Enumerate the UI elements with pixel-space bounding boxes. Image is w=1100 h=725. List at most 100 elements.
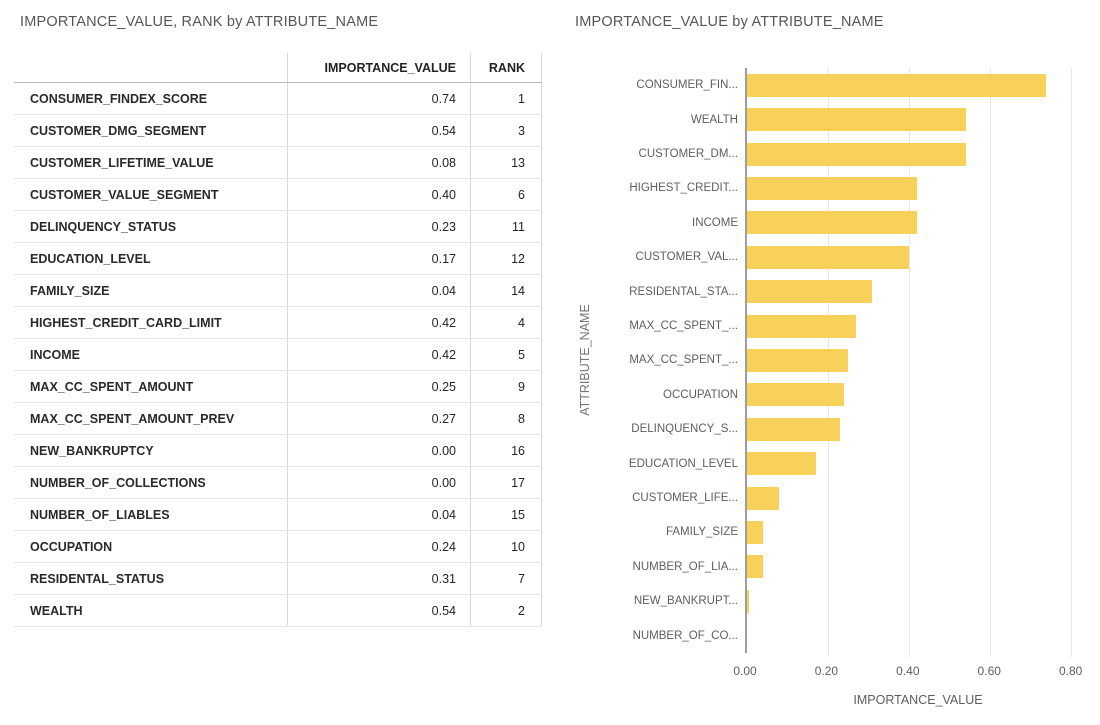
- table-row[interactable]: MAX_CC_SPENT_AMOUNT_PREV 0.27 8: [14, 403, 542, 435]
- category-label: MAX_CC_SPENT_...: [629, 320, 738, 333]
- bar[interactable]: [747, 245, 909, 269]
- cell-rank: 10: [470, 531, 542, 562]
- bar[interactable]: [747, 486, 780, 510]
- category-label: WEALTH: [690, 113, 738, 126]
- cell-attribute-name: CUSTOMER_VALUE_SEGMENT: [30, 188, 219, 202]
- cell-rank: 4: [470, 307, 542, 338]
- gridline: [1070, 68, 1072, 657]
- category-label: RESIDENTAL_STA...: [629, 285, 738, 298]
- table-row[interactable]: DELINQUENCY_STATUS 0.23 11: [14, 211, 542, 243]
- cell-importance-value: 0.00: [287, 467, 470, 498]
- table-row[interactable]: NUMBER_OF_COLLECTIONS 0.00 17: [14, 467, 542, 499]
- bar-row: [747, 446, 1091, 480]
- bar-row: [747, 102, 1091, 136]
- cell-rank: 2: [470, 595, 542, 626]
- cell-attribute-name: OCCUPATION: [30, 540, 113, 554]
- table-row[interactable]: OCCUPATION 0.24 10: [14, 531, 542, 563]
- x-axis-title: IMPORTANCE_VALUE: [853, 693, 983, 707]
- table-row[interactable]: EDUCATION_LEVEL 0.17 12: [14, 243, 542, 275]
- bar[interactable]: [747, 314, 857, 338]
- cell-attribute-name: NUMBER_OF_COLLECTIONS: [30, 476, 206, 490]
- cell-rank: 12: [470, 243, 542, 274]
- bar[interactable]: [747, 73, 1047, 97]
- bar[interactable]: [747, 108, 966, 132]
- table-row[interactable]: MAX_CC_SPENT_AMOUNT 0.25 9: [14, 371, 542, 403]
- category-label: DELINQUENCY_S...: [631, 423, 738, 436]
- cell-attribute-name: RESIDENTAL_STATUS: [30, 572, 165, 586]
- category-label: INCOME: [692, 216, 738, 229]
- bar-row: [747, 481, 1091, 515]
- category-label: FAMILY_SIZE: [665, 526, 738, 539]
- bar-row: [747, 137, 1091, 171]
- bar[interactable]: [747, 280, 873, 304]
- category-label: NUMBER_OF_LIA...: [632, 560, 738, 573]
- gridline: [908, 68, 910, 657]
- cell-rank: 8: [470, 403, 542, 434]
- cell-attribute-name: CONSUMER_FINDEX_SCORE: [30, 92, 208, 106]
- table-row[interactable]: HIGHEST_CREDIT_CARD_LIMIT 0.42 4: [14, 307, 542, 339]
- cell-importance-value: 0.24: [287, 531, 470, 562]
- x-axis-tick-label: 0.20: [814, 664, 839, 678]
- bar[interactable]: [747, 142, 966, 166]
- table-row[interactable]: INCOME 0.42 5: [14, 339, 542, 371]
- table-body: CONSUMER_FINDEX_SCORE 0.74 1 CUSTOMER_DM…: [14, 83, 542, 627]
- bar[interactable]: [747, 589, 750, 613]
- table-row[interactable]: NEW_BANKRUPTCY 0.00 16: [14, 435, 542, 467]
- bar[interactable]: [747, 417, 841, 441]
- column-header-attribute-name[interactable]: [14, 53, 287, 82]
- table-row[interactable]: CUSTOMER_VALUE_SEGMENT 0.40 6: [14, 179, 542, 211]
- bar[interactable]: [747, 211, 917, 235]
- category-axis-labels: CONSUMER_FIN... WEALTH CUSTOMER_DM... HIGHE…: [590, 68, 738, 653]
- bar-row: [747, 274, 1091, 308]
- bar[interactable]: [747, 452, 816, 476]
- bar[interactable]: [747, 555, 764, 579]
- cell-rank: 3: [470, 115, 542, 146]
- cell-rank: 11: [470, 211, 542, 242]
- cell-importance-value: 0.40: [287, 179, 470, 210]
- cell-importance-value: 0.42: [287, 339, 470, 370]
- data-table: IMPORTANCE_VALUE RANK CONSUMER_FINDEX_SC…: [14, 53, 542, 627]
- category-label: CUSTOMER_DM...: [638, 148, 738, 161]
- cell-attribute-name: CUSTOMER_LIFETIME_VALUE: [30, 156, 214, 170]
- cell-attribute-name: CUSTOMER_DMG_SEGMENT: [30, 124, 207, 138]
- cell-importance-value: 0.74: [287, 83, 470, 114]
- table-row[interactable]: RESIDENTAL_STATUS 0.31 7: [14, 563, 542, 595]
- bar[interactable]: [747, 348, 849, 372]
- cell-rank: 17: [470, 467, 542, 498]
- table-row[interactable]: CONSUMER_FINDEX_SCORE 0.74 1: [14, 83, 542, 115]
- cell-importance-value: 0.04: [287, 275, 470, 306]
- cell-rank: 15: [470, 499, 542, 530]
- bar[interactable]: [747, 520, 764, 544]
- cell-attribute-name: FAMILY_SIZE: [30, 284, 110, 298]
- bar-row: [747, 171, 1091, 205]
- column-header-importance-value[interactable]: IMPORTANCE_VALUE: [287, 53, 470, 82]
- table-visual-title: IMPORTANCE_VALUE, RANK by ATTRIBUTE_NAME: [20, 14, 379, 30]
- table-row[interactable]: CUSTOMER_DMG_SEGMENT 0.54 3: [14, 115, 542, 147]
- category-label: NUMBER_OF_CO...: [632, 629, 738, 642]
- x-axis-ticks: 0.00 0.20 0.40 0.60 0.80: [733, 664, 1091, 680]
- category-label: EDUCATION_LEVEL: [628, 457, 738, 470]
- column-header-rank[interactable]: RANK: [470, 53, 542, 82]
- cell-attribute-name: DELINQUENCY_STATUS: [30, 220, 177, 234]
- cell-importance-value: 0.31: [287, 563, 470, 594]
- cell-rank: 5: [470, 339, 542, 370]
- bar-row: [747, 515, 1091, 549]
- bar[interactable]: [747, 383, 845, 407]
- bar-chart-visual: IMPORTANCE_VALUE by ATTRIBUTE_NAME ATTRI…: [560, 14, 1094, 722]
- bar-series: [747, 68, 1091, 653]
- cell-rank: 14: [470, 275, 542, 306]
- table-row[interactable]: WEALTH 0.54 2: [14, 595, 542, 627]
- plot-area: [745, 68, 1091, 657]
- table-row[interactable]: NUMBER_OF_LIABLES 0.04 15: [14, 499, 542, 531]
- cell-attribute-name: MAX_CC_SPENT_AMOUNT_PREV: [30, 412, 235, 426]
- category-label: CUSTOMER_VAL...: [635, 251, 738, 264]
- category-label: OCCUPATION: [663, 388, 738, 401]
- cell-rank: 6: [470, 179, 542, 210]
- cell-importance-value: 0.27: [287, 403, 470, 434]
- table-row[interactable]: FAMILY_SIZE 0.04 14: [14, 275, 542, 307]
- table-row[interactable]: CUSTOMER_LIFETIME_VALUE 0.08 13: [14, 147, 542, 179]
- cell-rank: 16: [470, 435, 542, 466]
- x-axis-tick-label: 0.60: [977, 664, 1001, 678]
- cell-attribute-name: HIGHEST_CREDIT_CARD_LIMIT: [30, 316, 222, 330]
- bar[interactable]: [747, 176, 917, 200]
